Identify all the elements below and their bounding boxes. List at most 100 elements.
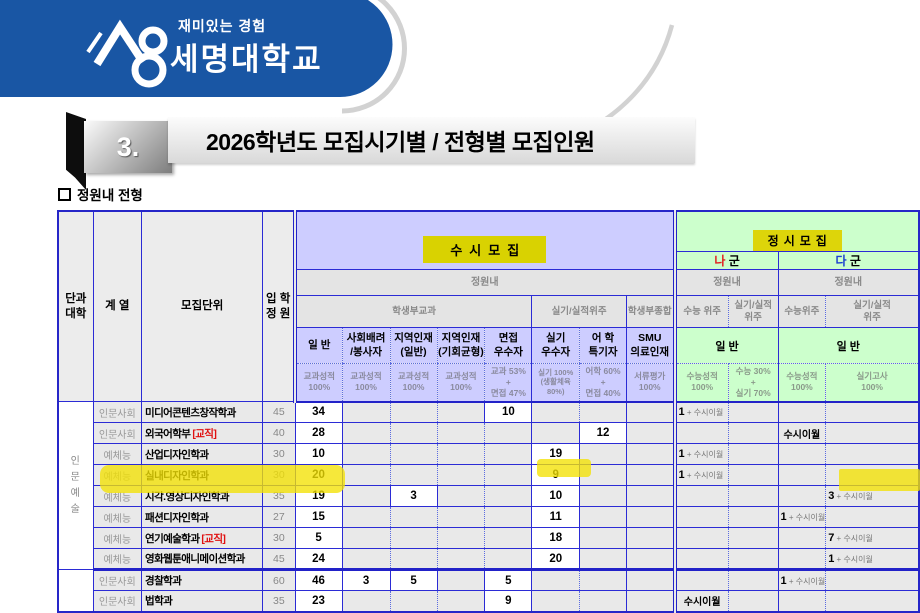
band-da-jeongwonnae: 정원내 [777, 269, 919, 296]
empty-cell [727, 401, 779, 423]
empty-cell [727, 485, 779, 507]
col-jiyeok-ilban: 지역인재 (일반) [389, 327, 438, 364]
crit-da-1: 수능성적 100% [777, 363, 826, 403]
dept-cell: 경찰학과 [141, 569, 263, 591]
empty-cell [531, 569, 580, 591]
empty-cell [777, 401, 826, 423]
section-number: 3. [116, 131, 140, 162]
empty-cell [579, 443, 627, 465]
dept-cell: 법학과 [141, 590, 263, 612]
empty-cell [436, 590, 485, 612]
empty-cell [777, 485, 826, 507]
quota-cell: 60 [262, 569, 295, 591]
empty-cell [484, 485, 532, 507]
dept-name: 미디어콘텐츠창작학과 [145, 406, 236, 419]
band-na-cat1: 수능 위주 [672, 295, 729, 328]
empty-cell [777, 443, 826, 465]
value-cell: 15 [294, 506, 343, 528]
crit-sahoe: 교과성적 100% [341, 363, 391, 403]
empty-cell [436, 401, 485, 423]
empty-cell [341, 506, 391, 528]
col-na-ilban: 일 반 [672, 327, 779, 364]
dept-cell: 산업디자인학과 [141, 443, 263, 465]
empty-cell [389, 527, 438, 549]
empty-cell [777, 464, 826, 486]
empty-cell [484, 527, 532, 549]
table-row: 예체능 시각.영상디자인학과 35 19 3 10 3 + 수시이월 [58, 485, 919, 507]
quota-cell: 30 [262, 464, 295, 486]
header-quota: 입 학 정 원 [262, 211, 295, 402]
band-da-cat2: 실기/실적 위주 [825, 295, 919, 328]
dept-name: 경찰학과 [145, 575, 182, 587]
empty-cell [672, 422, 729, 444]
header-jeongsi: 정시모집 [672, 211, 919, 252]
value-cell: 5 [484, 569, 533, 591]
band-jonghap: 학생부종합 [625, 295, 675, 328]
table-row: 인문사회 경찰학과 60 46 3 5 5 1 + 수시이월 [58, 569, 919, 612]
carryover-cell: 1 + 수시이월 [672, 401, 729, 423]
subtitle-text: 정원내 전형 [77, 188, 143, 203]
table-row: 예체능 영화웹툰애니메이션학과 45 24 20 1 + 수시이월 [58, 548, 919, 571]
empty-cell [341, 422, 391, 444]
empty-cell [672, 548, 729, 571]
table-row: 예체능 패션디자인학과 27 15 11 1 + 수시이월 [58, 506, 919, 528]
empty-cell [625, 443, 675, 465]
track-cell: 예체능 [92, 527, 142, 549]
empty-cell [825, 464, 919, 486]
dept-cell: 영화웹툰애니메이션학과 [141, 548, 263, 571]
carryover-cell: 1 + 수시이월 [672, 443, 729, 465]
carryover-cell: 1 + 수시이월 [777, 569, 826, 591]
empty-cell [727, 569, 779, 591]
header-susi: 수시모집 [293, 211, 675, 270]
university-logo-icon [86, 19, 168, 88]
empty-cell [727, 443, 779, 465]
college-group-label: 인 문 예 술 [58, 401, 94, 570]
value-cell: 12 [579, 422, 627, 444]
dept-cell: 미디어콘텐츠창작학과 [141, 401, 263, 423]
empty-cell [436, 569, 485, 591]
empty-cell [727, 590, 779, 612]
empty-cell [625, 590, 675, 612]
empty-cell [727, 506, 779, 528]
empty-cell [484, 464, 532, 486]
value-cell: 20 [531, 548, 581, 571]
empty-cell [436, 485, 485, 507]
value-cell: 20 [294, 464, 343, 486]
dept-name: 외국어학부 [145, 427, 191, 440]
track-cell: 인문사회 [92, 590, 142, 612]
track-cell: 예체능 [92, 506, 142, 528]
col-jiyeok-gihoe: 지역인재 (기회균형) [436, 327, 485, 364]
empty-cell [341, 527, 391, 549]
value-cell: 18 [531, 527, 581, 549]
empty-cell [825, 506, 919, 528]
dept-cell: 패션디자인학과 [141, 506, 263, 528]
value-cell: 5 [294, 527, 343, 549]
admissions-table-body: 인 문 예 술 인문사회 미디어콘텐츠창작학과 45 34 10 1 + 수시이월 인문사회 외… [58, 401, 919, 612]
value-cell: 34 [294, 401, 343, 423]
empty-cell [825, 422, 919, 444]
empty-cell [341, 590, 391, 612]
empty-cell [825, 443, 919, 465]
empty-cell [625, 527, 675, 549]
empty-cell [727, 422, 779, 444]
empty-cell [727, 548, 779, 571]
crit-silgi: 실기 100% (생활체육 80%) [531, 363, 580, 403]
empty-cell [777, 590, 826, 612]
col-ilban: 일 반 [292, 327, 343, 364]
empty-cell [727, 527, 779, 549]
section-flag-icon [66, 112, 86, 190]
carryover-cell: 1 + 수시이월 [825, 548, 919, 571]
empty-cell [777, 527, 826, 549]
section-number-badge: 3. [84, 121, 172, 173]
empty-cell [436, 506, 485, 528]
dept-name: 산업디자인학과 [145, 448, 209, 461]
banner-shape [0, 0, 393, 97]
col-sahoe: 사회배려 /봉사자 [341, 327, 391, 364]
empty-cell [389, 443, 438, 465]
empty-cell [727, 464, 779, 486]
value-cell: 5 [389, 569, 438, 591]
empty-cell [436, 464, 485, 486]
empty-cell [436, 422, 485, 444]
empty-cell [341, 485, 391, 507]
dept-cell: 외국어학부 [교직] [141, 422, 263, 444]
